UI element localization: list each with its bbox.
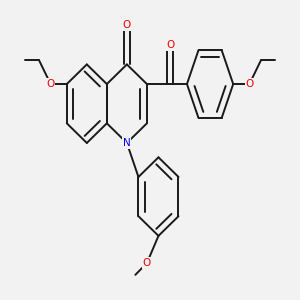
Text: O: O: [123, 20, 131, 30]
Text: N: N: [123, 138, 131, 148]
Text: O: O: [245, 79, 253, 89]
Text: O: O: [166, 40, 174, 50]
Text: O: O: [143, 258, 151, 268]
Text: O: O: [46, 79, 55, 89]
